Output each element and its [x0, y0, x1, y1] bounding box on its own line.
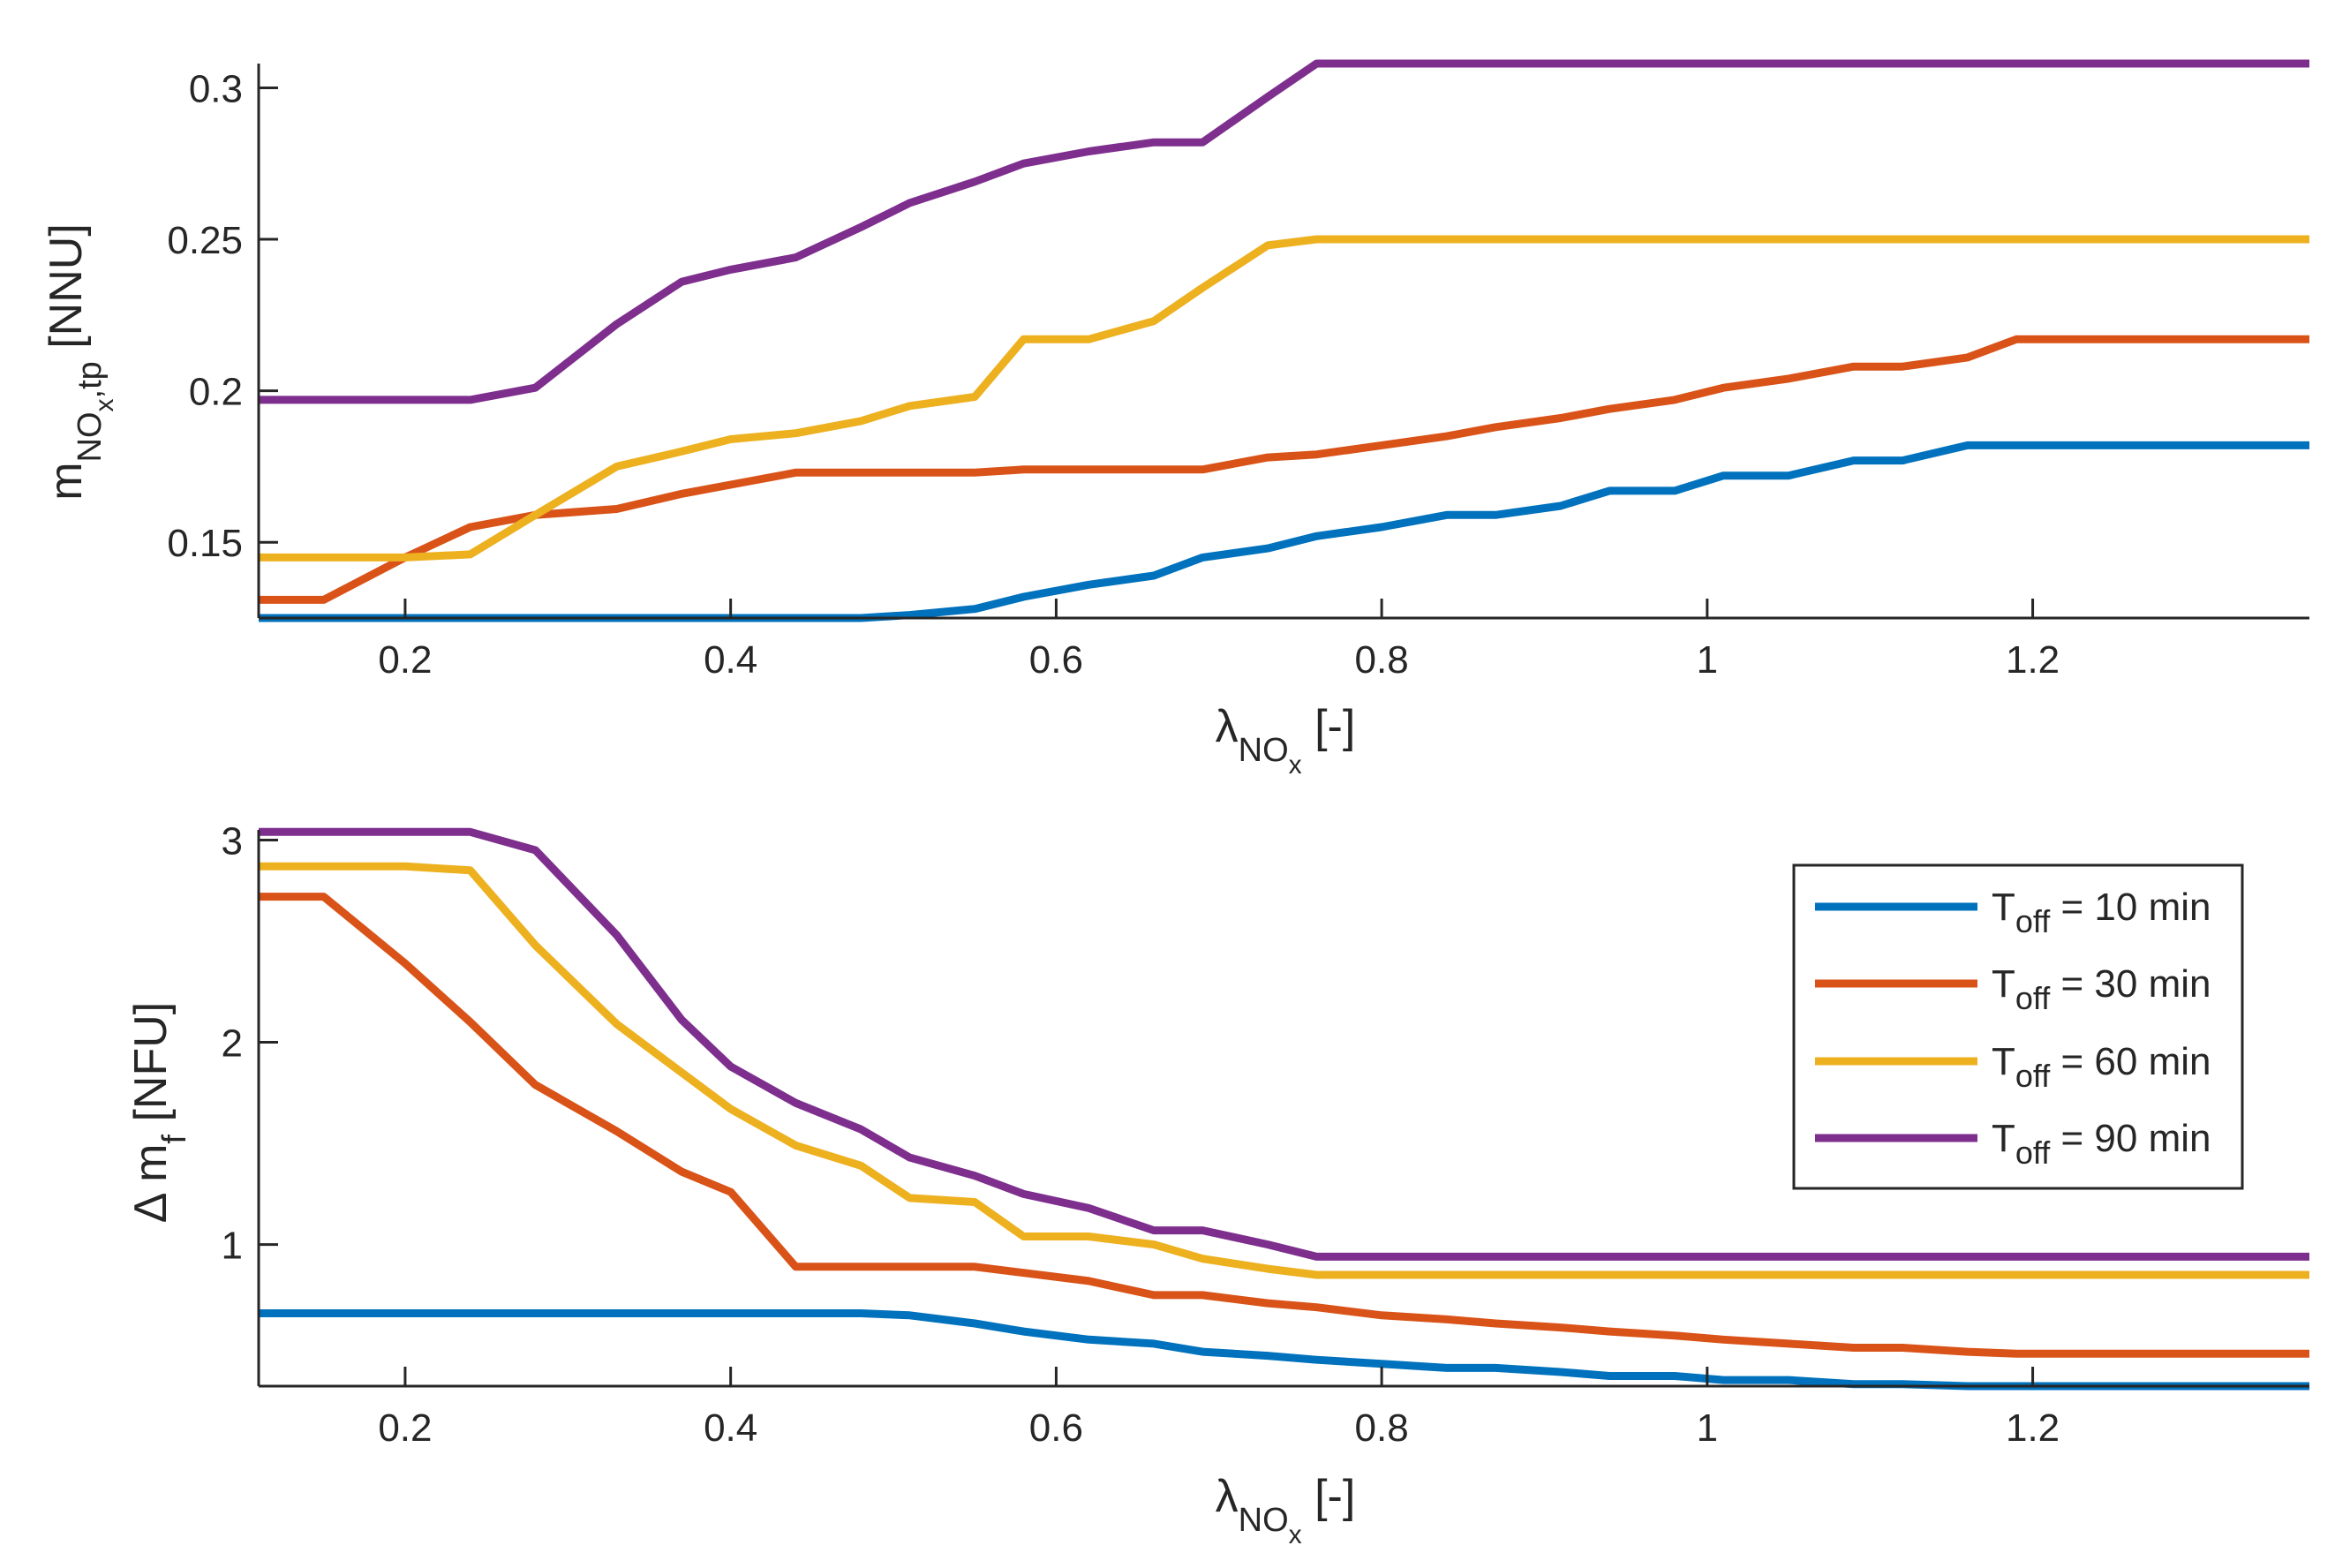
legend-label-90-min: Toff = 90 min [1992, 1117, 2211, 1171]
bottom-y-tick-label: 3 [222, 819, 243, 863]
bottom-chart-xlabel: λNOx [-] [1216, 1471, 1356, 1549]
top-chart-panel: 0.2 0.4 0.6 0.8 1 1.20.150.20.250.3 λNOx [-] … [41, 59, 2309, 780]
top-y-tick-label: 0.2 [189, 371, 243, 414]
top-x-tick-label: 0.2 [378, 638, 432, 682]
top-x-tick-label: 1.2 [2006, 638, 2060, 682]
top-chart-xlabel: λNOx [-] [1216, 701, 1356, 780]
top-series-line-3 [259, 235, 2309, 562]
bottom-chart-series-lines [259, 827, 2309, 1391]
bottom-series-line-1 [259, 1309, 2309, 1391]
legend-label-10-min: Toff = 10 min [1992, 886, 2211, 939]
bottom-series-line-3 [259, 862, 2309, 1279]
legend: Toff = 10 min Toff = 30 min Toff = 60 mi… [1792, 863, 2244, 1190]
top-series-line-2 [259, 335, 2309, 604]
top-x-tick-label: 0.6 [1029, 638, 1083, 682]
top-x-tick-label: 1 [1697, 638, 1718, 682]
top-chart-axes: 0.2 0.4 0.6 0.8 1 1.2 0.15 0.2 0.25 0.3 [167, 64, 2309, 682]
bottom-x-tick-label: 0.4 [704, 1406, 757, 1450]
bottom-series-line-2 [259, 893, 2309, 1358]
bottom-x-tick-label: 1 [1697, 1406, 1718, 1450]
top-chart-series-lines [259, 59, 2309, 622]
top-chart-ylabel: mNOx,tp [NNU] [41, 223, 119, 501]
bottom-y-tick-label: 2 [222, 1022, 243, 1066]
bottom-x-tick-label: 0.6 [1029, 1406, 1083, 1450]
bottom-series-line-4 [259, 827, 2309, 1261]
top-y-tick-label: 0.3 [189, 67, 243, 110]
bottom-x-tick-label: 0.2 [378, 1406, 432, 1450]
top-x-tick-label: 0.4 [704, 638, 757, 682]
legend-label-30-min: Toff = 30 min [1992, 962, 2211, 1016]
bottom-chart-axes: 0.2 0.4 0.6 0.8 1 1.2 1 2 3 [222, 819, 2309, 1450]
top-series-line-4 [259, 59, 2309, 404]
bottom-x-tick-label: 0.8 [1355, 1406, 1409, 1450]
top-x-tick-label: 0.8 [1355, 638, 1409, 682]
bottom-x-tick-label: 1.2 [2006, 1406, 2060, 1450]
top-y-tick-label: 0.25 [167, 219, 243, 262]
bottom-chart-ylabel: Δ mf [NFU] [125, 1002, 193, 1223]
top-y-tick-label: 0.15 [167, 522, 243, 565]
bottom-y-tick-label: 1 [222, 1225, 243, 1268]
legend-label-60-min: Toff = 60 min [1992, 1040, 2211, 1094]
